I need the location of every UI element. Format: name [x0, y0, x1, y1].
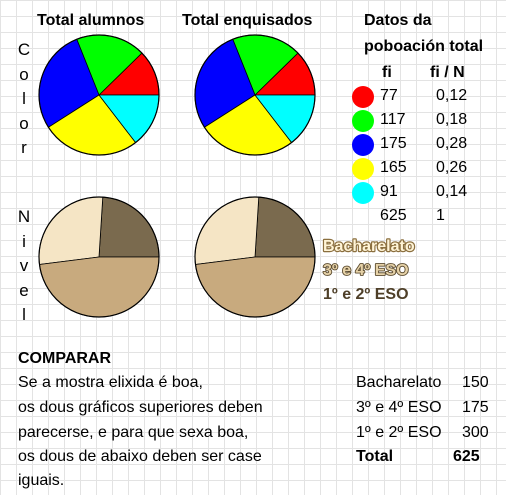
compare-line: parecerse, e para que sexa boa, — [18, 424, 249, 441]
side-letter: i — [22, 231, 26, 251]
legend-bacharelato: Bacharelato — [323, 238, 415, 255]
compare-line: Se a mostra elixida é boa, — [18, 374, 203, 391]
side-letter: C — [17, 40, 31, 59]
count-total-value: 625 — [453, 448, 480, 465]
count-value: 150 — [462, 374, 489, 391]
pie-slice-1 — [194, 196, 260, 265]
title-total-alumnos: Total alumnos — [37, 12, 145, 29]
fi-value: 117 — [380, 111, 406, 128]
side-letter: r — [21, 138, 27, 157]
fin-value: 0,12 — [436, 87, 468, 104]
title-total-enquisados: Total enquisados — [182, 12, 313, 29]
pie-slice-2 — [195, 256, 316, 318]
pie-total-alumnos-nivel — [38, 196, 160, 318]
title-datos-line1: Datos da — [364, 12, 432, 29]
count-label: 3º e 4º ESO — [356, 399, 442, 416]
count-label: 1º e 2º ESO — [356, 424, 442, 441]
side-letter: o — [19, 64, 29, 84]
pie-outline — [194, 196, 316, 318]
side-letter: l — [22, 89, 26, 108]
fin-total: 1 — [436, 207, 445, 224]
color-swatch — [352, 110, 374, 132]
fin-value: 0,26 — [436, 159, 468, 176]
count-label: Bacharelato — [356, 374, 442, 391]
pie-slice-0 — [254, 196, 316, 258]
col-header-fin: fi / N — [430, 64, 465, 81]
color-swatch — [352, 134, 374, 156]
col-header-fi: fi — [382, 64, 392, 81]
color-swatch — [352, 182, 374, 204]
compare-title: COMPARAR — [18, 350, 112, 367]
fi-total: 625 — [380, 207, 407, 224]
side-letter: v — [19, 256, 29, 275]
fin-value: 0,18 — [436, 111, 468, 128]
pie-outline — [38, 34, 160, 156]
level-legend: Bacharelato 3º e 4º ESO 1º e 2º ESO — [322, 237, 416, 303]
compare-line: iguais. — [18, 472, 65, 489]
legend-1-2-eso: 1º e 2º ESO — [323, 286, 409, 303]
pie-total-enquisados-nivel — [194, 196, 316, 318]
side-letter: o — [19, 113, 29, 133]
side-label-color: C o l o r — [14, 38, 34, 161]
compare-line: os dous de abaixo deben ser case — [18, 448, 262, 465]
pie-total-alumnos-color — [38, 34, 160, 156]
pie-slice-2 — [39, 256, 160, 318]
fi-value: 175 — [380, 135, 407, 152]
pie-total-enquisados-color — [194, 34, 316, 156]
count-value: 300 — [462, 424, 489, 441]
side-letter: e — [19, 280, 29, 300]
pie-outline — [194, 34, 316, 156]
color-swatch — [352, 86, 374, 108]
fin-value: 0,28 — [436, 135, 468, 152]
fi-value: 77 — [380, 87, 398, 104]
count-total-label: Total — [356, 448, 394, 465]
side-label-nivel: N i v e l — [14, 205, 34, 328]
color-swatch — [352, 158, 374, 180]
fi-value: 91 — [380, 183, 398, 200]
title-datos-line2: poboación total — [364, 38, 484, 55]
side-letter: l — [22, 305, 26, 324]
pie-slice-1 — [38, 196, 104, 265]
pie-slice-0 — [98, 196, 160, 258]
side-letter: N — [17, 207, 31, 226]
pie-outline — [38, 196, 160, 318]
count-value: 175 — [462, 399, 489, 416]
fin-value: 0,14 — [436, 183, 468, 200]
fi-value: 165 — [380, 159, 407, 176]
compare-line: os dous gráficos superiores deben — [18, 399, 263, 416]
legend-3-4-eso: 3º e 4º ESO — [323, 262, 409, 279]
